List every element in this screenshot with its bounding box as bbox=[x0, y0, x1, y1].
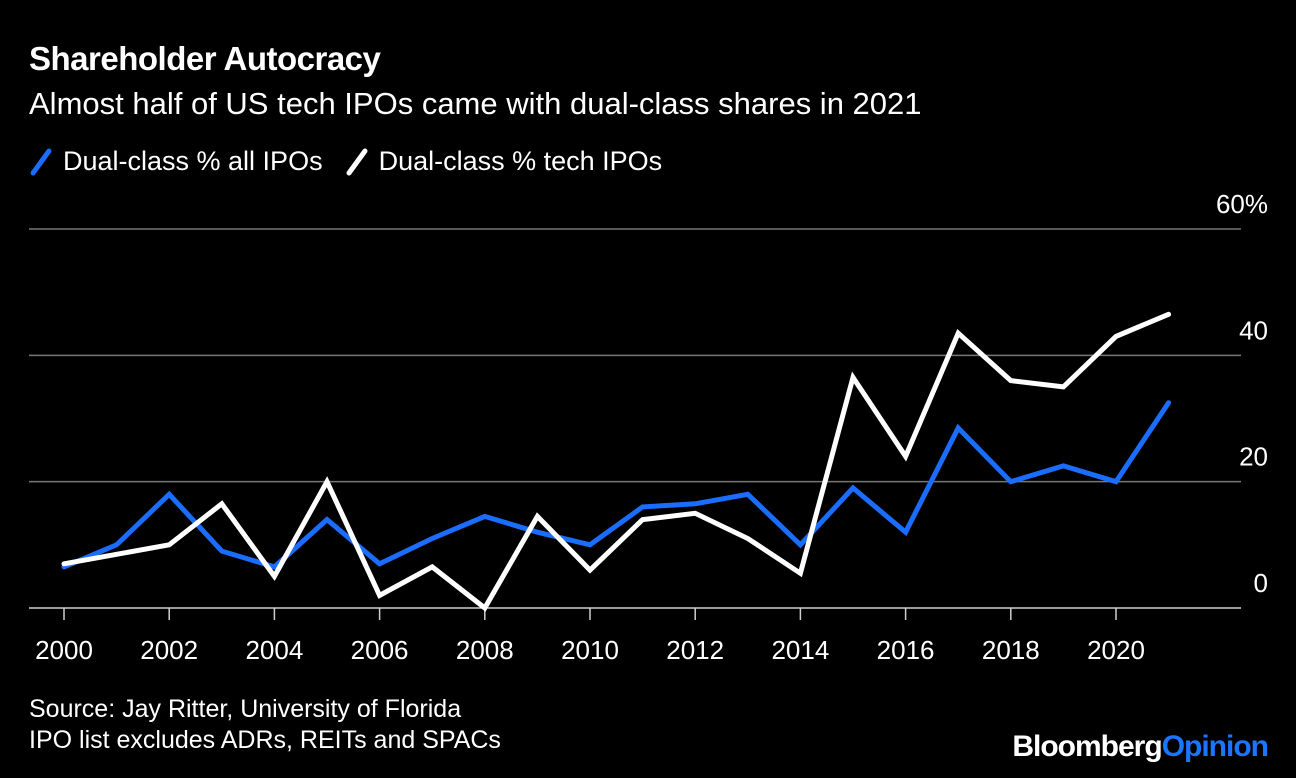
source-line-2: IPO list excludes ADRs, REITs and SPACs bbox=[29, 726, 501, 754]
legend: Dual-class % all IPOs Dual-class % tech … bbox=[29, 146, 684, 177]
x-tick-label-2012: 2012 bbox=[666, 635, 724, 665]
chart-subtitle: Almost half of US tech IPOs came with du… bbox=[29, 86, 922, 121]
x-tick-label-2000: 2000 bbox=[35, 635, 93, 665]
chart-title: Shareholder Autocracy bbox=[29, 40, 381, 77]
series-line-all-ipos bbox=[61, 400, 1172, 570]
legend-label-tech-ipos: Dual-class % tech IPOs bbox=[378, 146, 663, 176]
y-tick-label-40: 40 bbox=[1239, 315, 1268, 345]
x-tick-label-2014: 2014 bbox=[771, 635, 829, 665]
x-tick-label-2018: 2018 bbox=[982, 635, 1040, 665]
x-tick-label-2002: 2002 bbox=[140, 635, 198, 665]
legend-swatch-white-icon bbox=[346, 148, 368, 175]
brand-opinion: Opinion bbox=[1161, 730, 1269, 763]
legend-item-tech-ipos: Dual-class % tech IPOs bbox=[345, 146, 663, 177]
series-line-tech-ipos bbox=[61, 311, 1172, 612]
x-tick-label-2008: 2008 bbox=[456, 635, 514, 665]
y-tick-label-20: 20 bbox=[1239, 442, 1268, 472]
legend-item-all-ipos: Dual-class % all IPOs bbox=[29, 146, 323, 177]
source-note: Source: Jay Ritter, University of Florid… bbox=[29, 694, 501, 756]
x-tick-label-2016: 2016 bbox=[877, 635, 935, 665]
brand-bloomberg: Bloomberg bbox=[1012, 730, 1162, 763]
y-tick-label-60: 60% bbox=[1216, 189, 1268, 219]
source-line-1: Source: Jay Ritter, University of Florid… bbox=[29, 695, 462, 723]
x-tick-label-2010: 2010 bbox=[561, 635, 619, 665]
legend-swatch-blue-icon bbox=[30, 148, 52, 175]
x-tick-label-2006: 2006 bbox=[351, 635, 409, 665]
legend-label-all-ipos: Dual-class % all IPOs bbox=[63, 146, 323, 176]
x-tick-label-2004: 2004 bbox=[245, 635, 303, 665]
bloomberg-opinion-logo: BloombergOpinion bbox=[1012, 730, 1269, 764]
x-tick-label-2020: 2020 bbox=[1087, 635, 1145, 665]
y-tick-label-0: 0 bbox=[1254, 568, 1268, 598]
